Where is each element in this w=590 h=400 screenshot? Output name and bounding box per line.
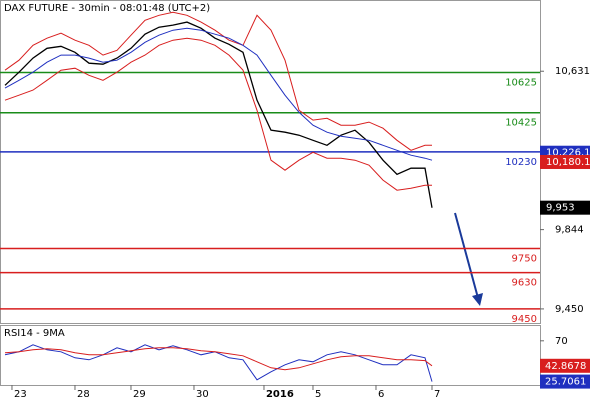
y-tick-label: 9,844 bbox=[555, 225, 584, 236]
price-tag bbox=[540, 200, 590, 215]
level-label: 10230 bbox=[505, 157, 537, 168]
series-line bbox=[4, 21, 433, 208]
series-line bbox=[4, 347, 433, 371]
value-tag-label: 42.8678 bbox=[545, 361, 586, 372]
value-tag bbox=[540, 358, 590, 373]
x-tick-label: 29 bbox=[133, 389, 146, 400]
price-tag-label: 10,226.1 bbox=[546, 148, 590, 159]
series-line bbox=[4, 11, 432, 151]
y-tick-label: 9,450 bbox=[555, 304, 584, 315]
arrow-head bbox=[472, 293, 483, 306]
chart-title: DAX FUTURE - 30min - 08:01:48 (UTC+2) bbox=[4, 3, 210, 14]
series-line bbox=[4, 37, 432, 191]
x-tick-label: 23 bbox=[14, 389, 27, 400]
level-label: 9450 bbox=[512, 314, 537, 325]
x-tick-label: 30 bbox=[196, 389, 209, 400]
level-label: 9750 bbox=[512, 254, 537, 265]
level-label: 10425 bbox=[505, 118, 537, 129]
value-tag-label: 25.7061 bbox=[545, 377, 586, 388]
series-line bbox=[4, 27, 433, 161]
level-label: 10625 bbox=[505, 77, 537, 88]
price-panel bbox=[0, 0, 541, 324]
rsi-panel bbox=[0, 325, 541, 386]
price-tag bbox=[540, 154, 590, 169]
value-tag bbox=[540, 374, 590, 389]
x-tick-label: 7 bbox=[434, 389, 440, 400]
rsi-title: RSI14 - 9MA bbox=[4, 328, 65, 339]
x-tick-label: 2016 bbox=[266, 389, 294, 400]
y-tick-label: 70 bbox=[555, 336, 568, 347]
arrow bbox=[454, 212, 479, 299]
series-line bbox=[4, 344, 433, 382]
x-tick-label: 6 bbox=[378, 389, 384, 400]
x-tick-label: 5 bbox=[315, 389, 321, 400]
price-tag-label: 10,180.1 bbox=[546, 157, 590, 168]
y-tick-label: 10,631 bbox=[555, 66, 590, 77]
price-tag-label: 9,953 bbox=[546, 203, 575, 214]
level-label: 9630 bbox=[512, 278, 537, 289]
x-tick-label: 28 bbox=[77, 389, 90, 400]
